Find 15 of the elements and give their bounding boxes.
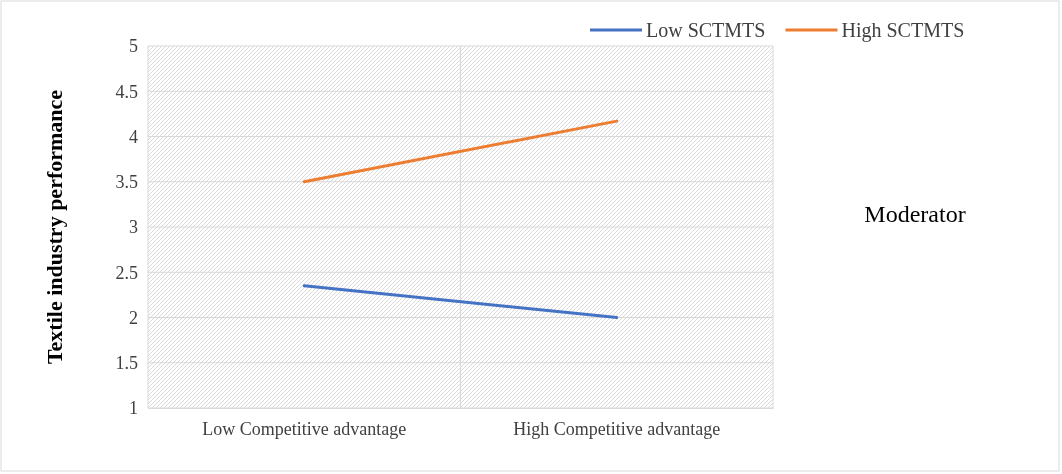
- y-tick-label: 3.5: [115, 172, 138, 193]
- text: Moderator: [864, 201, 966, 227]
- x-tick-label: Low Competitive advantage: [202, 418, 407, 439]
- y-tick-label: 1.5: [115, 353, 138, 374]
- y-tick-label: 2: [129, 307, 138, 328]
- y-tick-label: 3: [129, 217, 138, 238]
- y-tick-label: 4.5: [115, 81, 138, 102]
- y-tick-label: 5: [129, 36, 138, 57]
- legend-label: Low SCTMTS: [646, 19, 766, 41]
- y-tick-label: 4: [129, 126, 138, 147]
- legend-label: High SCTMTS: [841, 19, 965, 42]
- x-tick-label: High Competitive advantage: [513, 418, 721, 439]
- y-axis-title: Textile industry performance: [42, 89, 67, 365]
- y-tick-label: 2.5: [115, 262, 138, 283]
- y-tick-label: 1: [129, 398, 138, 419]
